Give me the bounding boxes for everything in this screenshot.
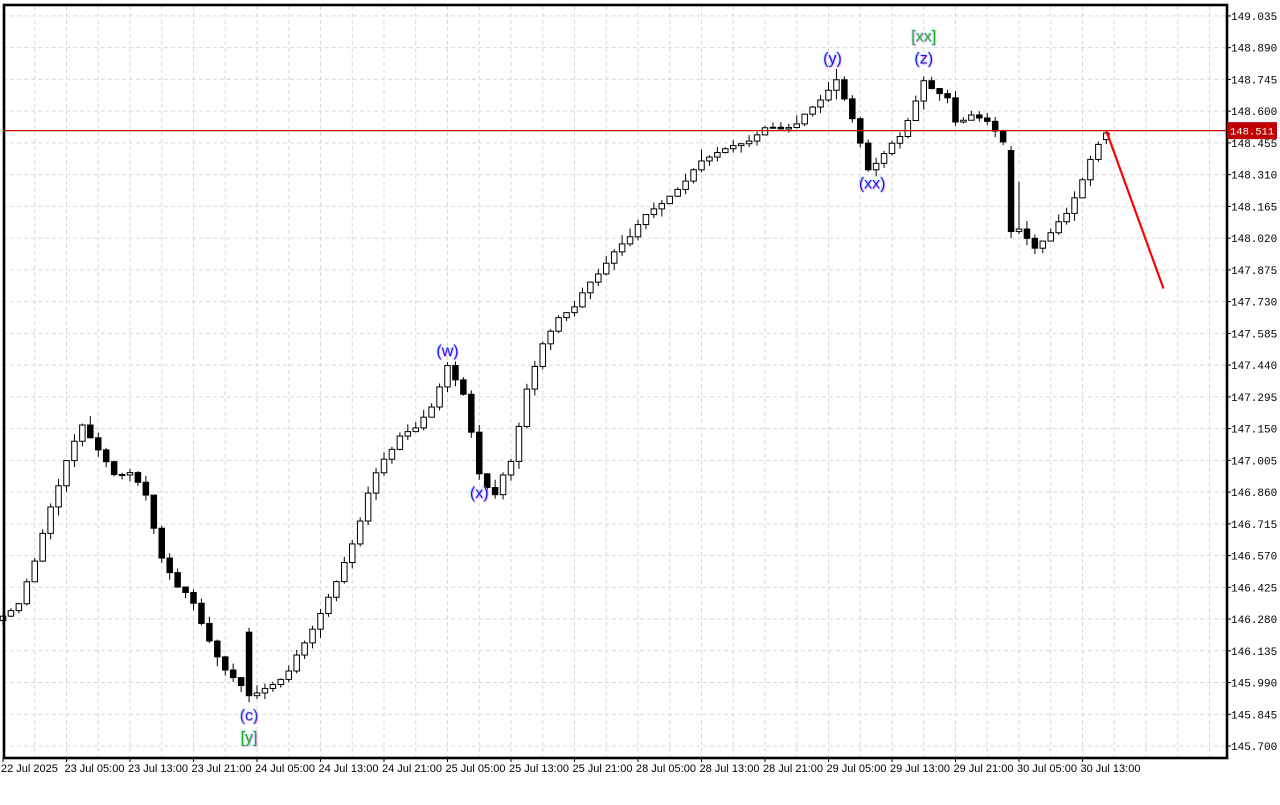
svg-text:28 Jul 21:00: 28 Jul 21:00 — [763, 763, 823, 775]
svg-text:148.745: 148.745 — [1231, 75, 1277, 87]
svg-text:23 Jul 05:00: 23 Jul 05:00 — [65, 763, 125, 775]
svg-text:24 Jul 21:00: 24 Jul 21:00 — [382, 763, 442, 775]
svg-text:[xx]: [xx] — [911, 29, 936, 46]
svg-text:147.875: 147.875 — [1231, 266, 1277, 278]
svg-text:147.005: 147.005 — [1231, 456, 1277, 468]
svg-text:23 Jul 13:00: 23 Jul 13:00 — [128, 763, 188, 775]
svg-text:147.440: 147.440 — [1231, 361, 1277, 373]
svg-text:145.845: 145.845 — [1231, 710, 1277, 722]
svg-text:146.860: 146.860 — [1231, 488, 1277, 500]
svg-text:28 Jul 13:00: 28 Jul 13:00 — [700, 763, 760, 775]
svg-text:148.020: 148.020 — [1231, 234, 1277, 246]
svg-text:145.700: 145.700 — [1231, 742, 1277, 754]
svg-text:148.165: 148.165 — [1231, 202, 1277, 214]
svg-text:[y]: [y] — [241, 729, 258, 746]
svg-text:29 Jul 13:00: 29 Jul 13:00 — [890, 763, 950, 775]
svg-text:(z): (z) — [914, 51, 933, 68]
svg-text:30 Jul 05:00: 30 Jul 05:00 — [1017, 763, 1077, 775]
svg-text:148.310: 148.310 — [1231, 171, 1277, 183]
svg-text:30 Jul 13:00: 30 Jul 13:00 — [1081, 763, 1141, 775]
svg-text:146.425: 146.425 — [1231, 583, 1277, 595]
svg-text:29 Jul 21:00: 29 Jul 21:00 — [954, 763, 1014, 775]
svg-text:148.455: 148.455 — [1231, 139, 1277, 151]
svg-text:148.890: 148.890 — [1231, 44, 1277, 56]
svg-text:147.295: 147.295 — [1231, 393, 1277, 405]
svg-text:147.150: 147.150 — [1231, 425, 1277, 437]
svg-text:23 Jul 21:00: 23 Jul 21:00 — [192, 763, 252, 775]
svg-text:24 Jul 13:00: 24 Jul 13:00 — [319, 763, 379, 775]
svg-text:146.570: 146.570 — [1231, 552, 1277, 564]
svg-text:(y): (y) — [823, 51, 842, 68]
svg-text:25 Jul 13:00: 25 Jul 13:00 — [509, 763, 569, 775]
svg-text:(w): (w) — [436, 343, 458, 360]
svg-text:145.990: 145.990 — [1231, 679, 1277, 691]
svg-text:22 Jul 2025: 22 Jul 2025 — [1, 763, 58, 775]
svg-text:148.600: 148.600 — [1231, 107, 1277, 119]
svg-text:148.511: 148.511 — [1230, 127, 1274, 139]
svg-text:28 Jul 05:00: 28 Jul 05:00 — [636, 763, 696, 775]
svg-text:149.035: 149.035 — [1231, 12, 1277, 24]
svg-text:25 Jul 21:00: 25 Jul 21:00 — [573, 763, 633, 775]
svg-text:146.280: 146.280 — [1231, 615, 1277, 627]
svg-text:146.715: 146.715 — [1231, 520, 1277, 532]
svg-text:(xx): (xx) — [859, 175, 886, 192]
svg-text:147.585: 147.585 — [1231, 329, 1277, 341]
svg-text:147.730: 147.730 — [1231, 298, 1277, 310]
svg-text:25 Jul 05:00: 25 Jul 05:00 — [446, 763, 506, 775]
svg-text:(c): (c) — [240, 707, 259, 724]
svg-text:24 Jul 05:00: 24 Jul 05:00 — [255, 763, 315, 775]
svg-text:146.135: 146.135 — [1231, 647, 1277, 659]
svg-text:29 Jul 05:00: 29 Jul 05:00 — [827, 763, 887, 775]
svg-text:(x): (x) — [470, 485, 489, 502]
